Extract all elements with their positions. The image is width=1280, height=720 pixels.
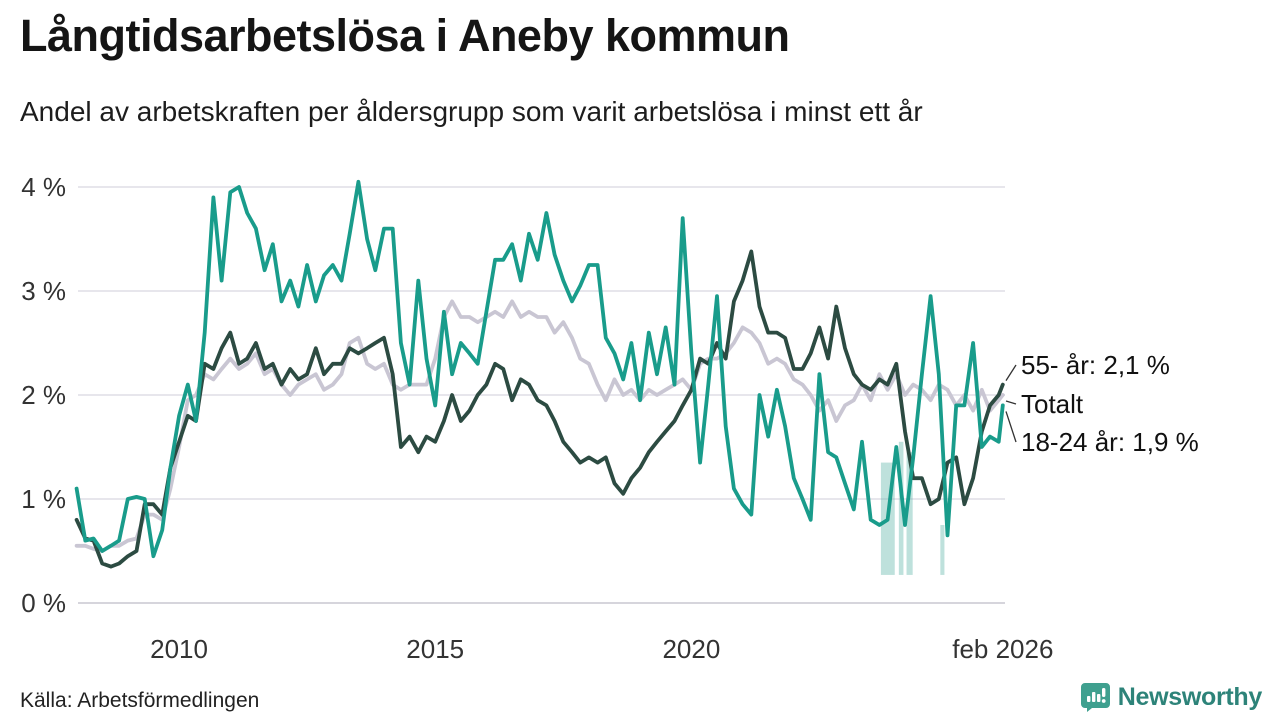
x-tick-label: feb 2026 xyxy=(952,634,1053,664)
y-tick-label: 2 % xyxy=(21,380,66,410)
y-tick-label: 1 % xyxy=(21,484,66,514)
series-line-totalt xyxy=(74,299,1005,553)
series-line-55-ar xyxy=(74,249,1005,569)
x-tick-label: 2020 xyxy=(662,634,720,664)
chart-subtitle: Andel av arbetskraften per åldersgrupp s… xyxy=(20,96,923,127)
page-title: Långtidsarbetslösa i Aneby kommun xyxy=(20,10,790,61)
y-tick-label: 4 % xyxy=(21,172,66,202)
brand-lockup: Newsworthy xyxy=(1080,682,1263,712)
annotation-leader-line xyxy=(1005,411,1017,443)
x-tick-label: 2010 xyxy=(150,634,208,664)
series-line-18-24-ar xyxy=(74,179,1005,559)
y-tick-label: 3 % xyxy=(21,276,66,306)
source-note: Källa: Arbetsförmedlingen xyxy=(20,689,260,712)
end-label-18-24: 18-24 år: 1,9 % xyxy=(1021,427,1199,457)
end-label-55plus: 55- år: 2,1 % xyxy=(1021,350,1170,380)
uncertainty-band xyxy=(906,452,913,575)
x-tick-label: 2015 xyxy=(406,634,464,664)
newsworthy-logo-icon xyxy=(1080,683,1110,712)
annotation-leader-line xyxy=(1005,364,1017,381)
y-tick-label: 0 % xyxy=(21,588,66,618)
brand-name: Newsworthy xyxy=(1117,682,1263,711)
uncertainty-band xyxy=(898,441,904,575)
annotation-leader-line xyxy=(1005,400,1017,405)
uncertainty-band xyxy=(940,525,945,575)
end-label-totalt: Totalt xyxy=(1021,389,1084,419)
